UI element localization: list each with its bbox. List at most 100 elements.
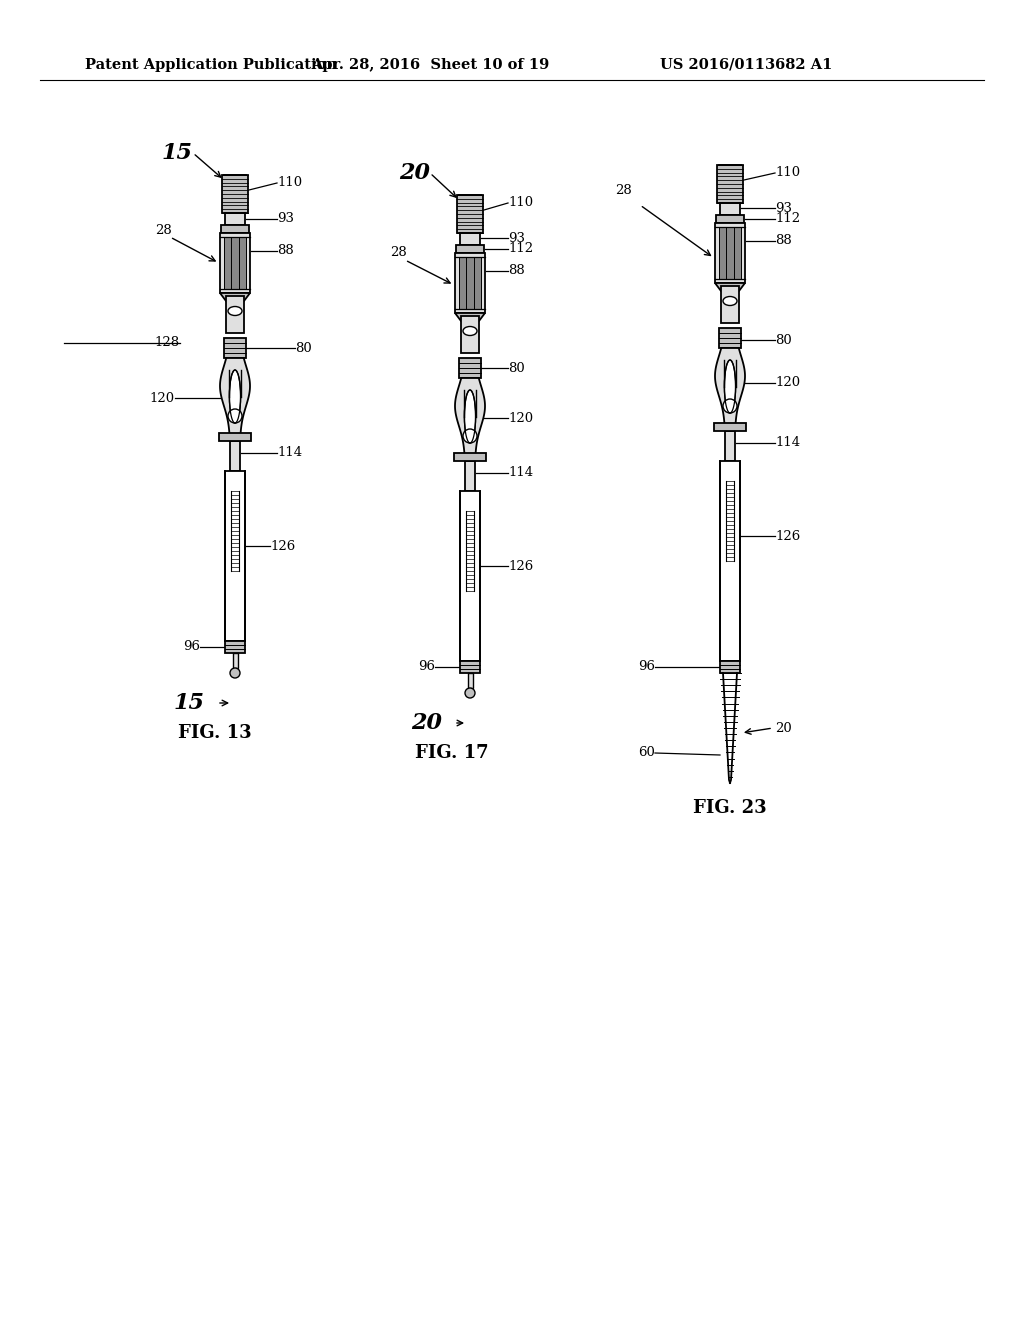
Bar: [225, 213, 245, 224]
Text: Patent Application Publication: Patent Application Publication: [85, 58, 337, 73]
Text: 88: 88: [278, 244, 294, 257]
Bar: [461, 315, 479, 352]
Text: 114: 114: [278, 446, 302, 459]
Bar: [720, 461, 740, 661]
Bar: [219, 433, 251, 441]
Text: 114: 114: [508, 466, 534, 479]
Text: 20: 20: [399, 162, 430, 183]
Polygon shape: [220, 358, 250, 438]
Polygon shape: [715, 348, 745, 428]
Text: 93: 93: [508, 231, 525, 244]
Ellipse shape: [229, 370, 241, 422]
Text: 80: 80: [775, 334, 792, 346]
Text: FIG. 23: FIG. 23: [693, 799, 767, 817]
Text: 96: 96: [638, 660, 655, 673]
Ellipse shape: [228, 306, 242, 315]
Text: 112: 112: [508, 243, 534, 256]
Bar: [239, 238, 246, 289]
Text: 28: 28: [615, 183, 632, 197]
Text: 20: 20: [411, 711, 442, 734]
Bar: [456, 246, 484, 253]
Bar: [222, 176, 248, 213]
Bar: [232, 653, 238, 668]
Bar: [225, 471, 245, 642]
Bar: [460, 234, 480, 246]
Polygon shape: [715, 282, 745, 290]
Text: 128: 128: [155, 337, 180, 350]
Bar: [454, 453, 486, 461]
Text: 110: 110: [508, 197, 534, 210]
Text: Apr. 28, 2016  Sheet 10 of 19: Apr. 28, 2016 Sheet 10 of 19: [311, 58, 549, 73]
Bar: [733, 227, 741, 279]
Bar: [220, 234, 250, 293]
Bar: [717, 165, 743, 203]
Text: 80: 80: [508, 362, 524, 375]
Text: 114: 114: [775, 437, 800, 450]
Text: FIG. 17: FIG. 17: [415, 744, 488, 762]
Bar: [459, 257, 466, 309]
Text: 20: 20: [775, 722, 792, 734]
Text: 96: 96: [183, 640, 200, 653]
Circle shape: [230, 668, 240, 678]
Text: 28: 28: [155, 223, 172, 236]
Polygon shape: [455, 313, 485, 321]
Text: 120: 120: [508, 412, 534, 425]
Ellipse shape: [724, 360, 735, 413]
Text: 110: 110: [775, 166, 800, 180]
Bar: [226, 296, 244, 333]
Text: US 2016/0113682 A1: US 2016/0113682 A1: [660, 58, 833, 73]
Text: 80: 80: [295, 342, 311, 355]
Text: 126: 126: [270, 540, 295, 553]
Ellipse shape: [463, 326, 477, 335]
Circle shape: [465, 688, 475, 698]
Text: 60: 60: [638, 747, 655, 759]
Text: 126: 126: [775, 529, 800, 543]
Bar: [725, 432, 735, 461]
Bar: [474, 257, 481, 309]
Text: 120: 120: [775, 376, 800, 389]
Bar: [719, 227, 726, 279]
Bar: [231, 238, 239, 289]
Bar: [225, 642, 245, 653]
Circle shape: [723, 399, 737, 413]
Bar: [460, 491, 480, 661]
Bar: [466, 257, 474, 309]
Text: 15: 15: [174, 692, 205, 714]
Bar: [468, 673, 472, 688]
Bar: [465, 461, 475, 491]
Text: 96: 96: [418, 660, 435, 673]
Bar: [720, 661, 740, 673]
Text: FIG. 13: FIG. 13: [178, 723, 252, 742]
Bar: [224, 338, 246, 358]
Ellipse shape: [465, 389, 475, 444]
Bar: [230, 441, 240, 471]
Bar: [726, 227, 733, 279]
Circle shape: [463, 429, 477, 444]
Bar: [224, 238, 231, 289]
Bar: [460, 661, 480, 673]
Text: 110: 110: [278, 177, 302, 190]
Text: 28: 28: [390, 247, 407, 260]
Bar: [720, 203, 740, 215]
Bar: [716, 215, 744, 223]
Bar: [715, 223, 745, 282]
Text: 93: 93: [278, 213, 294, 226]
Text: 126: 126: [508, 560, 534, 573]
Bar: [719, 327, 741, 348]
Text: 93: 93: [775, 202, 792, 214]
Bar: [221, 224, 249, 234]
Text: 88: 88: [775, 235, 792, 248]
Circle shape: [228, 409, 242, 422]
Bar: [459, 358, 481, 378]
Text: 112: 112: [775, 213, 800, 226]
Text: 120: 120: [150, 392, 175, 404]
Polygon shape: [220, 293, 250, 301]
Text: 15: 15: [162, 143, 193, 164]
Bar: [721, 286, 739, 323]
Ellipse shape: [723, 297, 737, 305]
Text: 88: 88: [508, 264, 524, 277]
Bar: [457, 195, 483, 234]
Polygon shape: [455, 378, 485, 458]
Bar: [455, 253, 485, 313]
Bar: [714, 422, 746, 432]
